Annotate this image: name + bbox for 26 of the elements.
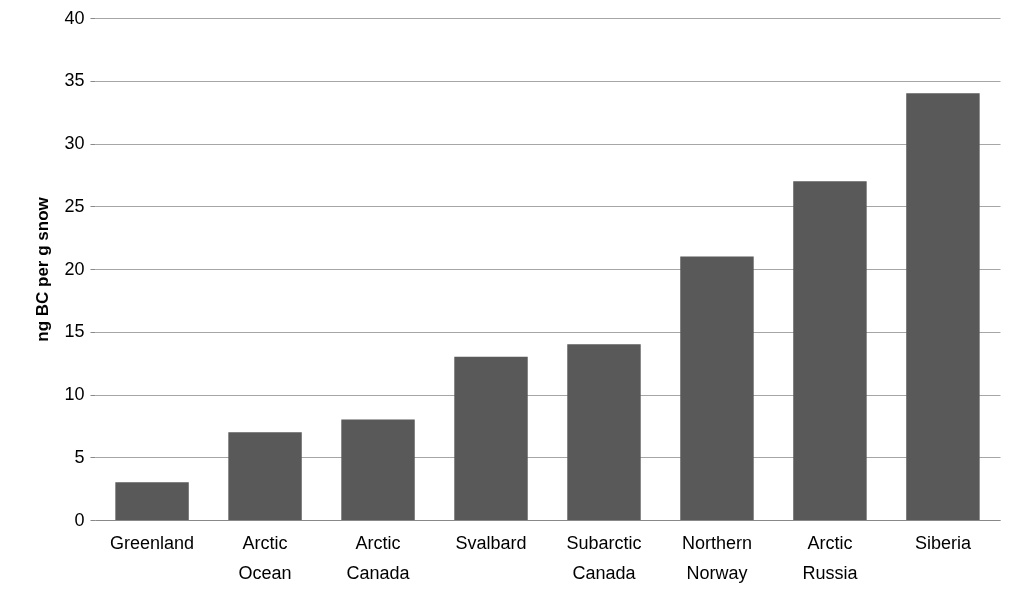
- x-tick-label: Arctic Canada: [346, 532, 411, 583]
- x-tick-label: Arctic Ocean: [238, 532, 292, 583]
- y-tick-label: 10: [64, 384, 85, 404]
- y-tick-label: 25: [64, 195, 85, 216]
- x-tick-label: Arctic Russia: [802, 532, 859, 583]
- y-tick-label: 0: [74, 509, 85, 530]
- x-tick-label: Siberia: [914, 532, 972, 553]
- x-tick-label: Subarctic Canada: [566, 532, 642, 583]
- x-tick-label: Svalbard: [455, 532, 527, 553]
- bar: [341, 419, 415, 520]
- y-tick-label: 15: [64, 321, 85, 342]
- x-tick-label: Northern Norway: [681, 532, 752, 583]
- bar: [793, 181, 867, 520]
- y-tick-label: 35: [64, 70, 85, 91]
- y-tick-label: 30: [64, 133, 85, 153]
- y-tick-label: 40: [64, 7, 85, 28]
- bar: [567, 344, 641, 520]
- bar: [680, 256, 754, 520]
- bar: [115, 482, 189, 520]
- y-tick-label: 5: [74, 446, 85, 467]
- y-tick-label: 20: [64, 258, 85, 279]
- y-axis-title: ng BC per g snow: [33, 196, 53, 342]
- x-tick-label: Greenland: [110, 532, 195, 553]
- bar: [906, 93, 980, 520]
- bar: [228, 432, 302, 520]
- bar: [454, 356, 528, 520]
